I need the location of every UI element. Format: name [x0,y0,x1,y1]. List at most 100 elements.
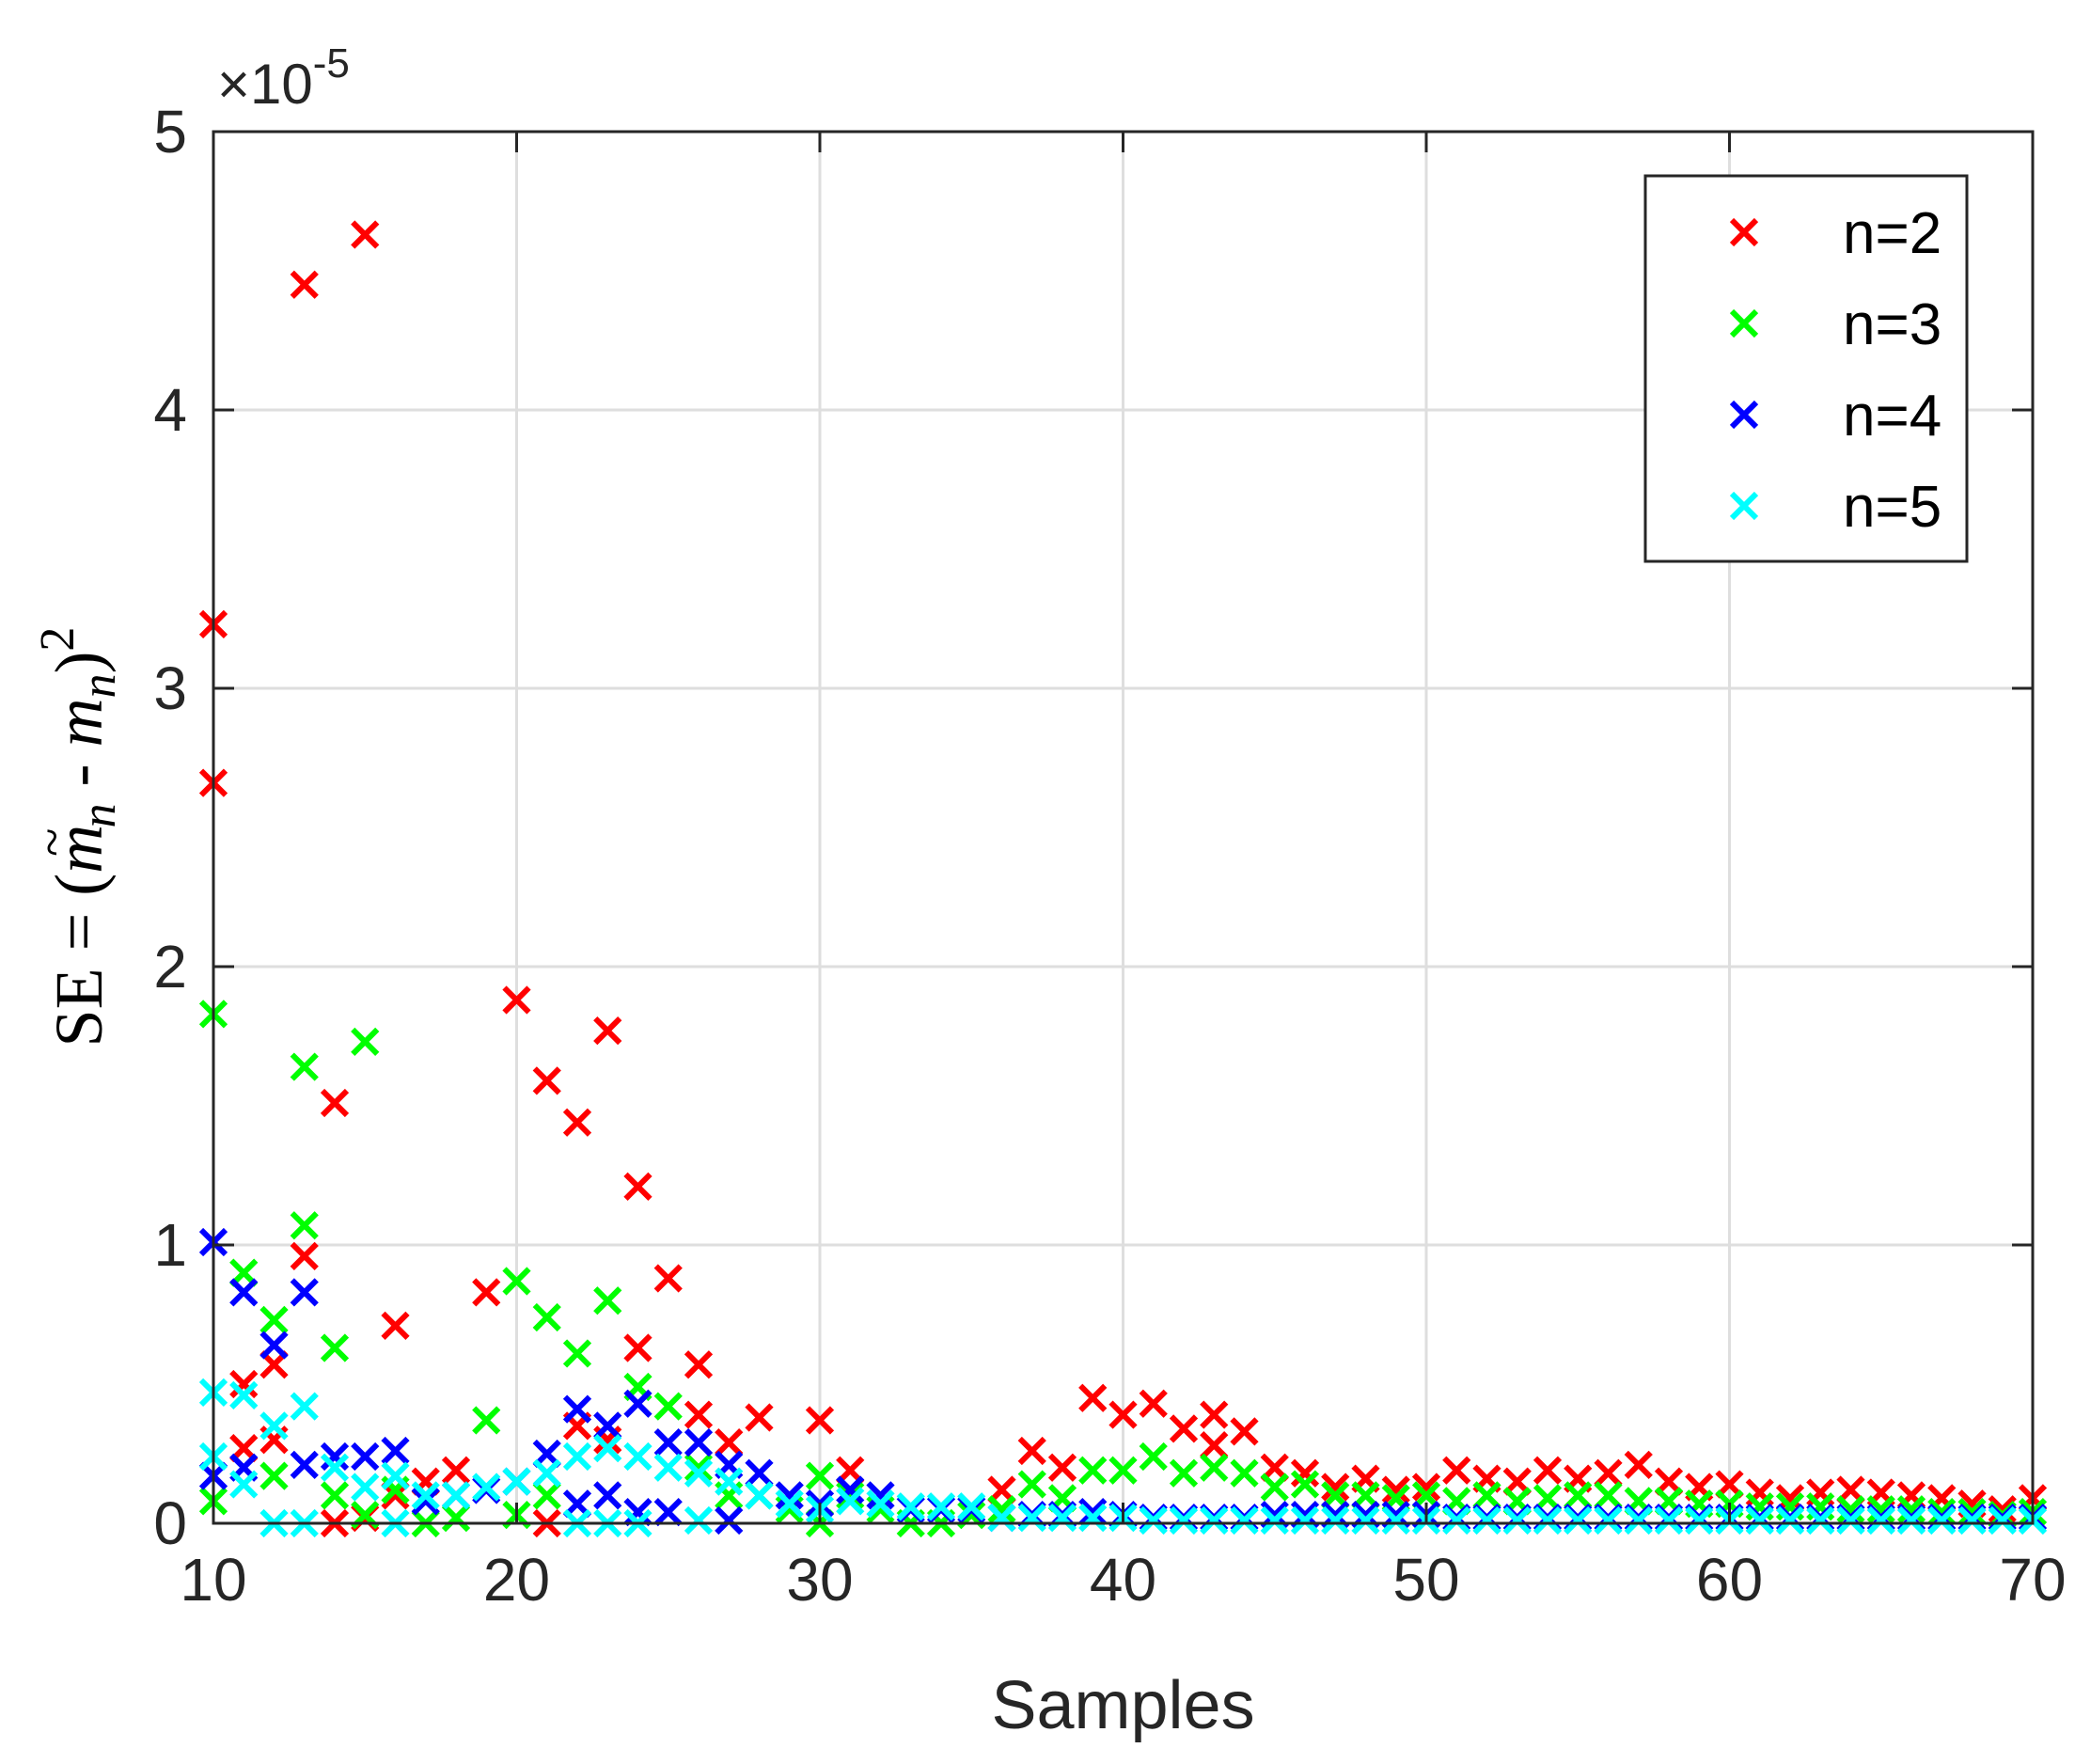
data-point [502,985,531,1015]
data-point [1866,1505,1895,1536]
data-point [1169,1414,1199,1443]
data-point [1078,1498,1108,1527]
legend-marker [1729,217,1759,247]
data-point [1078,1383,1108,1412]
data-point [351,1441,380,1472]
legend-marker [1729,491,1759,521]
data-point [1321,1473,1350,1502]
data-point [472,1406,501,1435]
data-point [290,1278,319,1307]
data-point [1442,1505,1471,1536]
data-point [593,1016,622,1046]
data-point [441,1481,471,1510]
data-point [472,1473,501,1502]
data-point [1017,1436,1046,1466]
legend-marker [1729,400,1759,430]
data-point [1442,1456,1471,1485]
data-point [684,1400,714,1429]
data-point [1260,1505,1289,1536]
data-point [623,1333,652,1362]
data-point [1624,1450,1653,1479]
data-point [1896,1495,1926,1524]
data-point [926,1492,956,1521]
data-point [836,1481,865,1510]
data-point [1017,1470,1046,1499]
data-point [1047,1503,1077,1533]
data-point [290,1450,319,1479]
data-point [1654,1505,1684,1536]
data-point [1230,1505,1259,1536]
data-point [411,1487,440,1516]
legend-label: n=2 [1843,201,1941,266]
ylabel-part-power: 2 [31,627,85,652]
data-point [532,1481,561,1510]
data-point [593,1286,622,1315]
data-point [411,1481,440,1510]
data-point [593,1411,622,1441]
data-point [532,1458,561,1488]
data-point [1533,1456,1563,1485]
data-point [1078,1503,1108,1533]
data-point [320,1481,350,1510]
data-point [381,1311,410,1340]
legend: n=2 n=3 n=4 n=5 [1643,174,1969,563]
data-point [562,1339,592,1368]
data-point [1564,1481,1593,1510]
y-tick-label: 4 [153,376,187,444]
data-point [1988,1495,2017,1524]
data-point [259,1411,289,1441]
data-point [1139,1441,1168,1472]
data-point [1108,1400,1138,1429]
data-point [1200,1505,1229,1536]
legend-entry: n=5 [1729,475,1941,540]
data-point [1594,1458,1623,1488]
data-point [1594,1505,1623,1536]
data-point [745,1481,774,1510]
data-point [715,1428,744,1457]
y-axis-label: SE = (m~n - mn)2 [24,627,126,1047]
data-point [532,1302,561,1332]
data-point [987,1503,1016,1533]
data-point [623,1441,652,1472]
ylabel-part-n2: n [72,674,126,699]
x-tick-label: 10 [180,1546,246,1614]
data-point [290,1052,319,1081]
ylabel-part-close: ) [41,652,117,674]
data-point [896,1492,925,1521]
data-point [259,1331,289,1360]
data-point [684,1453,714,1482]
legend-entry: n=4 [1729,384,1941,449]
data-point [866,1481,895,1510]
legend-label: n=3 [1843,292,1941,357]
data-point [1988,1505,2017,1536]
data-point [229,1470,259,1499]
data-point [1078,1456,1108,1485]
data-point [836,1475,865,1504]
data-point [1200,1400,1229,1429]
data-point [1745,1505,1774,1536]
data-point [1290,1470,1320,1499]
data-point [1564,1505,1593,1536]
data-point [351,1473,380,1502]
legend-box [1643,174,1969,563]
data-point [562,1441,592,1472]
data-point [775,1481,804,1510]
data-point [441,1503,471,1533]
data-point [229,1278,259,1307]
data-point [562,1108,592,1137]
data-point [290,1392,319,1421]
data-point [320,1441,350,1472]
data-point [957,1492,986,1521]
ylabel-part-minus: - [41,748,117,804]
data-point [320,1333,350,1362]
y-axis-exponent: ×10-5 [217,40,350,116]
tick-labels: 10 20 30 40 50 60 70 0 1 2 3 4 5 [153,98,2066,1614]
data-point [805,1461,835,1490]
data-point [532,1066,561,1095]
data-point [1957,1498,1987,1527]
x-tick-label: 70 [1999,1546,2066,1614]
data-point [472,1278,501,1307]
data-point [653,1428,683,1457]
data-point [1381,1505,1410,1536]
